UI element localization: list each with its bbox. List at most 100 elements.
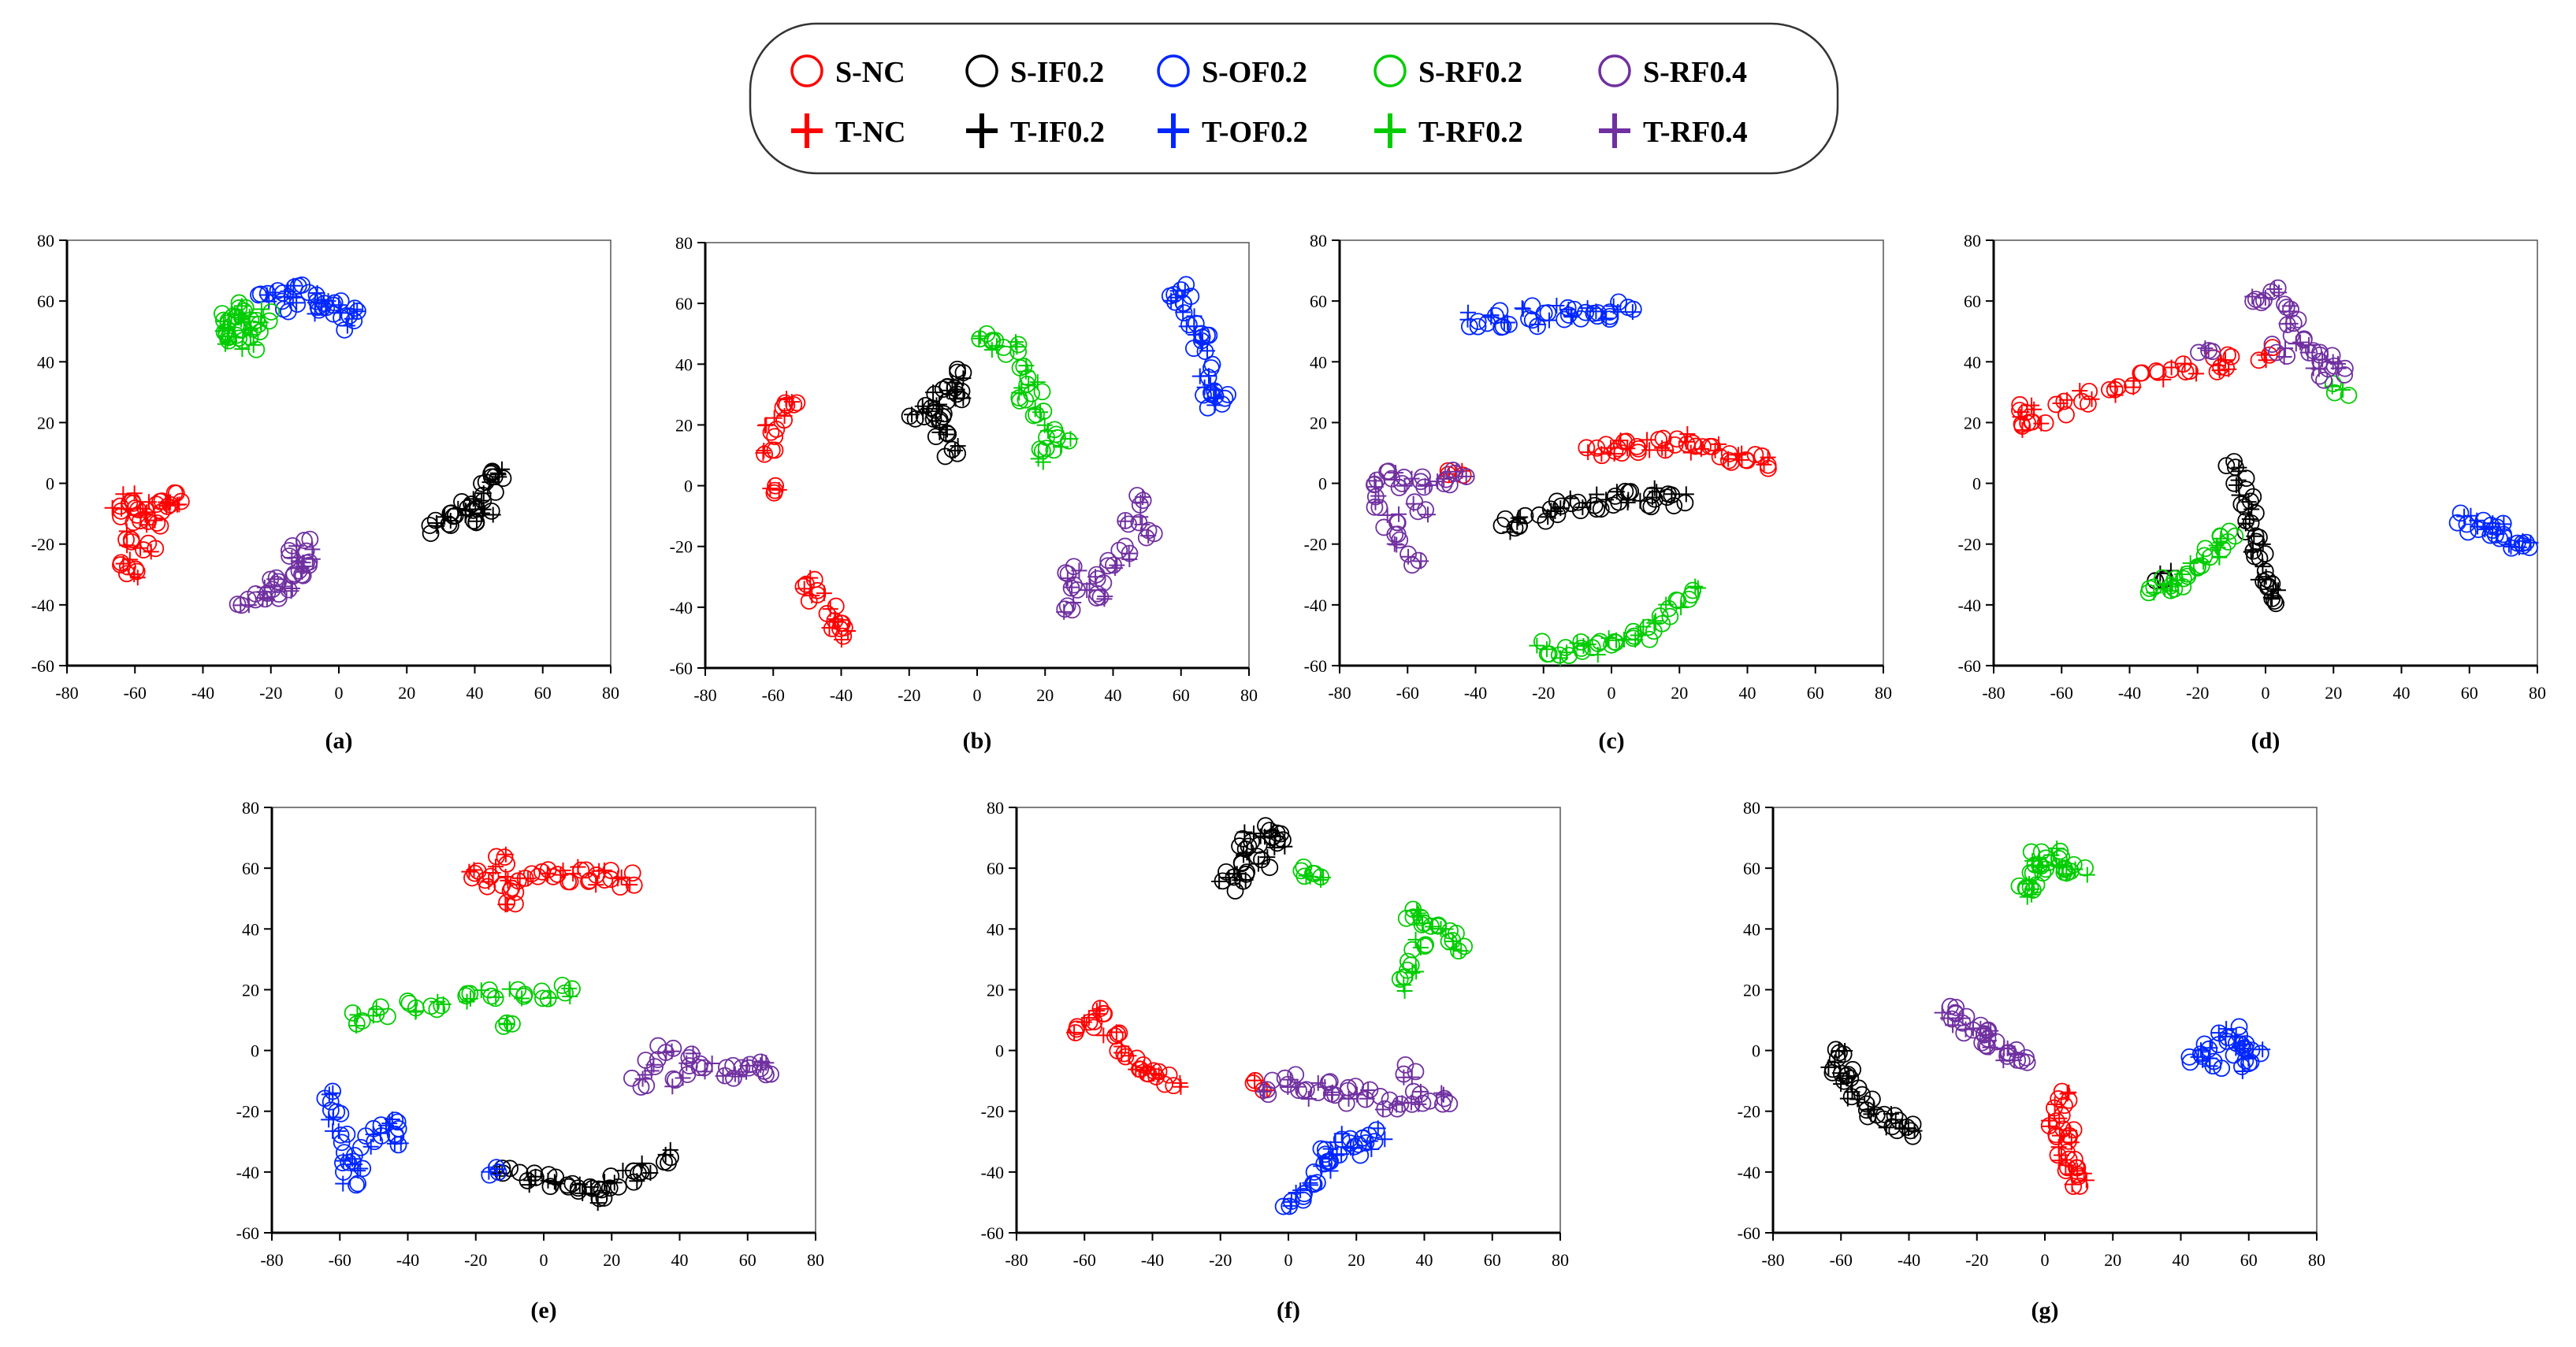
point-source <box>1037 440 1055 458</box>
point-target <box>1136 1059 1152 1075</box>
point-source <box>2217 457 2236 475</box>
point-target <box>2162 576 2178 592</box>
y-tick-label: 20 <box>1964 413 1981 432</box>
point-source <box>457 987 475 1005</box>
point-target <box>266 571 283 588</box>
point-source <box>230 299 248 317</box>
point-target <box>1134 516 1150 532</box>
cluster-rf0-4 <box>1255 1056 1459 1118</box>
point-source <box>1535 304 1553 322</box>
y-tick-label: -60 <box>32 656 54 676</box>
y-tick-label: 80 <box>1743 798 1760 818</box>
point-target <box>606 1174 623 1191</box>
cluster-rf0-2 <box>214 294 281 358</box>
point-target <box>1512 509 1529 525</box>
point-source <box>511 1163 529 1182</box>
point-source <box>325 294 344 312</box>
point-target <box>2192 1042 2209 1059</box>
point-source <box>948 385 966 403</box>
point-target <box>481 874 497 890</box>
point-target <box>704 1056 720 1072</box>
point-target <box>539 865 556 881</box>
x-tick-label: 60 <box>739 1250 756 1270</box>
point-source <box>509 872 527 890</box>
point-source <box>943 440 961 458</box>
point-source <box>2244 488 2262 506</box>
point-source <box>1436 1089 1453 1108</box>
x-tick-label: 20 <box>1347 1250 1365 1270</box>
point-target <box>1619 495 1636 511</box>
point-source <box>300 556 318 574</box>
point-target <box>2006 1045 2023 1062</box>
y-tick-label: 80 <box>37 231 54 250</box>
point-target <box>685 1045 701 1062</box>
point-target <box>1598 310 1615 327</box>
y-tick-label: -60 <box>670 659 693 678</box>
x-tick-label: 0 <box>973 685 982 705</box>
point-target <box>468 513 485 529</box>
point-target <box>2057 1157 2074 1174</box>
point-target <box>1422 477 1438 493</box>
point-target <box>562 988 578 1004</box>
point-target <box>1175 304 1191 321</box>
point-target <box>2221 361 2237 377</box>
y-tick-label: -40 <box>670 598 693 618</box>
point-target <box>307 306 323 322</box>
point-source <box>1045 441 1063 459</box>
legend-label: S-OF0.2 <box>1202 56 1307 89</box>
x-tick-label: 40 <box>2173 1250 2190 1270</box>
point-target <box>1095 1027 1112 1044</box>
x-tick-label: 0 <box>1284 1250 1293 1270</box>
point-target <box>1288 1184 1304 1200</box>
point-target <box>2013 404 2030 421</box>
y-tick-label: 80 <box>1964 231 1981 250</box>
point-source <box>301 530 319 548</box>
x-tick-label: 80 <box>2529 683 2546 703</box>
point-target <box>771 481 787 498</box>
x-tick-label: -60 <box>1830 1250 1853 1270</box>
point-source <box>1203 355 1221 373</box>
point-source <box>733 1059 751 1077</box>
point-source <box>1156 1075 1173 1093</box>
point-source <box>1835 1072 1853 1090</box>
point-target <box>407 1004 424 1020</box>
point-target <box>325 1085 341 1101</box>
point-target <box>1403 1069 1420 1085</box>
point-target <box>330 1122 347 1139</box>
point-source <box>949 360 966 378</box>
panel-caption: (a) <box>325 728 353 754</box>
y-tick-label: -40 <box>1304 596 1327 615</box>
point-target <box>2240 494 2257 510</box>
point-target <box>1538 641 1555 658</box>
panel-caption: (f) <box>1277 1297 1300 1323</box>
point-source <box>1360 1126 1377 1145</box>
y-tick-label: 60 <box>675 294 693 314</box>
point-source <box>2451 504 2470 522</box>
point-source <box>1680 590 1698 608</box>
point-target <box>137 507 154 523</box>
point-target <box>1030 451 1046 467</box>
point-target <box>1411 1096 1427 1112</box>
point-source <box>2260 577 2277 596</box>
legend-label: T-OF0.2 <box>1202 116 1308 149</box>
point-target <box>288 295 305 311</box>
point-target <box>2146 584 2162 601</box>
panel-caption: (g) <box>2031 1297 2059 1323</box>
point-target <box>233 311 250 328</box>
point-target <box>2314 351 2331 368</box>
x-tick-label: 80 <box>2308 1250 2325 1270</box>
point-source <box>559 1178 578 1196</box>
point-source <box>1977 1037 1994 1055</box>
point-source <box>1258 1081 1276 1099</box>
point-target <box>1232 872 1248 889</box>
y-tick-label: 80 <box>675 233 693 253</box>
x-tick-label: 0 <box>335 683 344 703</box>
y-tick-label: -20 <box>1958 535 1981 555</box>
point-source <box>365 1119 382 1137</box>
point-target <box>755 444 771 461</box>
point-target <box>1598 492 1615 508</box>
panel-d: -80 -60 -40 -20 0 20 40 60 80-60-40-20020406080(… <box>1958 231 2546 754</box>
point-source <box>1694 438 1712 455</box>
point-target <box>758 417 775 433</box>
point-target <box>1370 1120 1386 1137</box>
